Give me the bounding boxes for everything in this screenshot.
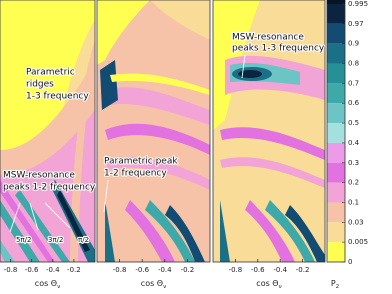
x-tick-label: -0.2 [296,266,310,274]
colorbar-band [327,63,345,84]
annotation: 3π/2 [48,236,63,244]
annotation: Parametric [26,68,75,78]
panel-frame [0,0,96,263]
x-axis-label-main: cos Θ [141,279,163,288]
x-tick-label: -0.2 [67,266,81,274]
x-tick-label: -0.4 [273,266,287,274]
x-axis-label-sub: ν [279,284,282,290]
colorbar-tick-label: 0 [348,258,352,266]
colorbar-tick-label: 0.2 [348,179,359,187]
colorbar-band [327,142,345,163]
x-tick-label: -0.8 [4,266,18,274]
annotation: Parametric peak [104,157,178,167]
colorbar-band [327,123,345,143]
x-axis-label: cos Θν [141,279,166,290]
panel-image [0,0,95,262]
colorbar-tick-label: 0.4 [348,139,360,147]
x-axis-label-main: cos Θ [35,279,57,288]
colorbar-band [327,103,345,124]
colorbar-tick-label: 0.5 [348,119,359,127]
annotation: MSW-resonance [3,171,75,181]
x-tick-label: -0.6 [25,266,39,274]
x-axis-label: cos Θν [35,279,60,290]
colorbar-tick-label: 0.9 [348,40,359,48]
colorbar-tick-label: 0.005 [348,238,368,246]
panel-frame [96,0,211,263]
colorbar-tick-label: 0.8 [348,60,359,68]
colorbar-top [327,0,345,4]
x-tick-label: -0.4 [46,266,60,274]
colorbar-tick-label: 0.1 [348,198,359,206]
colorbar-tick-label: 0.97 [348,20,364,28]
annotation: 1-2 frequency [104,169,167,179]
x-tick-label: -0.8 [229,266,243,274]
annotation: peaks 1-3 frequency [232,44,325,54]
x-axis-label-sub: ν [57,284,60,290]
colorbar-band [327,182,345,203]
x-tick-label: -0.6 [135,266,149,274]
annotation: 1-3 frequency [26,92,89,102]
colorbar-band [327,43,345,64]
arrows [9,54,246,233]
x-tick-label: -0.2 [181,266,195,274]
annotation: π/2 [78,236,89,244]
annotation: peaks 1-2 frequency [3,183,96,193]
x-tick-label: -0.4 [158,266,172,274]
colorbar-band [327,4,345,24]
colorbar-tick-label: 0.995 [348,0,368,8]
colorbar-label-sub: 2 [336,284,340,290]
colorbar-tick-label: 0.03 [348,218,364,226]
panel-frame [212,0,326,263]
panel-image [97,0,210,262]
x-tick-label: -0.8 [113,266,127,274]
colorbar-frame [326,0,346,263]
colorbar-band [327,23,345,44]
colorbar-tick-label: 0.6 [348,99,360,107]
annotation: 5π/2 [16,236,31,244]
annotation: MSW-resonance [232,33,304,43]
x-axis-label-main: cos Θ [256,279,278,288]
x-axis-label: cos Θν [256,279,281,290]
colorbar-band [327,222,345,243]
annotation: ridges [26,80,54,90]
colorbar-band [327,242,345,262]
colorbar-tick-label: 0.3 [348,159,359,167]
x-axis-label-sub: ν [163,284,166,290]
x-tick-label: -0.6 [251,266,265,274]
colorbar-label: P2 [331,279,339,290]
colorbar-band [327,162,345,183]
colorbar-tick-label: 0.7 [348,79,359,87]
colorbar-label-main: P [331,279,336,288]
colorbar-band [327,83,345,104]
colorbar-band [327,202,345,223]
panel-image [213,0,325,262]
